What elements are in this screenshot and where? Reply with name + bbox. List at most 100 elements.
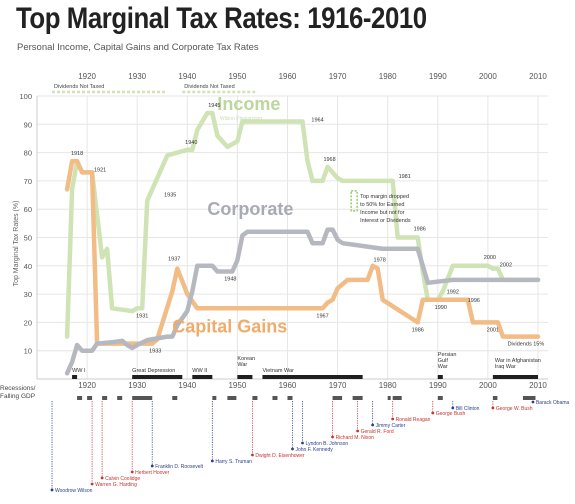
event-label: Vietnam War — [262, 368, 294, 374]
recession-bar — [392, 396, 402, 400]
president-marker-dot — [100, 476, 104, 480]
x-tick-label-bottom: 1930 — [128, 381, 146, 390]
recession-bar — [102, 396, 108, 400]
event-label: WW I — [72, 368, 86, 374]
y-tick-label: 100 — [19, 92, 32, 101]
president-marker-dot — [251, 453, 254, 457]
recession-bar — [252, 396, 258, 400]
x-tick-label-bottom: 1920 — [78, 381, 96, 390]
event-label: Korean — [237, 356, 255, 362]
x-tick-label-top: 1920 — [78, 72, 96, 81]
recession-bar — [332, 396, 343, 400]
president-label: George W. Bush — [496, 406, 533, 412]
y-tick-label: 60 — [24, 205, 32, 214]
point-annotation: 1986 — [414, 227, 426, 233]
president-label: Lyndon B. Johnson — [306, 441, 349, 447]
president-marker-dot — [90, 482, 94, 486]
recession-bar — [77, 396, 83, 400]
president-marker-dot — [356, 429, 360, 433]
recession-bar — [87, 396, 93, 400]
event-label: War in Afghanistan — [495, 358, 541, 364]
president-label: Ronald Reagan — [396, 417, 431, 423]
x-tick-label-bottom: 2000 — [479, 381, 497, 390]
president-label: Warren G. Harding — [95, 482, 137, 488]
president-marker-dot — [130, 470, 134, 474]
president-marker-dot — [391, 417, 395, 421]
president-label: Calvin Coolidge — [105, 476, 140, 482]
x-tick-label-top: 1940 — [178, 72, 196, 81]
event-bar — [437, 375, 443, 379]
x-tick-label-bottom: 1960 — [279, 381, 297, 390]
y-tick-label: 80 — [24, 149, 32, 158]
recession-bar — [117, 396, 123, 400]
note-line: Interest or Dividends — [360, 218, 411, 224]
x-tick-label-top: 1960 — [279, 72, 297, 81]
president-marker-dot — [150, 464, 154, 468]
president-label: Richard M. Nixon — [336, 435, 375, 441]
event-label: Persian — [438, 352, 457, 358]
point-annotation: 1918 — [71, 151, 83, 157]
president-label: Bill Clinton — [456, 406, 480, 412]
x-tick-label-bottom: 1970 — [329, 381, 347, 390]
x-tick-label-bottom: 1940 — [178, 381, 196, 390]
president-label: Woodrow Wilson — [55, 488, 93, 494]
president-marker-dot — [531, 400, 535, 404]
president-label: Jimmy Carter — [376, 423, 406, 429]
president-label: Barack Obama — [536, 400, 570, 406]
president-label: George Bush — [436, 411, 466, 417]
x-tick-label-bottom: 2010 — [529, 381, 547, 390]
event-bar — [192, 375, 213, 379]
note-line: to 50% for Earned — [360, 202, 404, 208]
point-annotation: 1968 — [323, 157, 335, 163]
x-tick-label-bottom: 1980 — [379, 381, 397, 390]
point-annotation: 2001 — [487, 327, 499, 333]
event-label: Iraq War — [495, 364, 516, 370]
president-label: Dwight D. Eisenhower — [255, 453, 305, 459]
president-label: Harry S. Truman — [215, 459, 252, 465]
point-annotation: 1967 — [316, 313, 328, 319]
event-label: Gulf — [438, 358, 449, 364]
note-line: Top margin dropped — [360, 194, 409, 200]
event-label: Great Depression — [132, 368, 175, 374]
president-marker-dot — [451, 406, 455, 410]
x-tick-label-top: 1930 — [128, 72, 146, 81]
point-annotation: 1964 — [311, 117, 323, 123]
recession-bar — [132, 396, 153, 400]
point-annotation: 1996 — [468, 298, 480, 304]
president-marker-dot — [50, 488, 54, 492]
recession-label: Falling GDP — [0, 393, 35, 400]
recession-bar — [272, 396, 278, 400]
point-annotation: 1921 — [94, 167, 106, 173]
president-marker-dot — [291, 447, 294, 451]
corporate-line — [64, 227, 541, 376]
point-annotation: 1931 — [136, 313, 148, 319]
event-bar — [492, 375, 538, 379]
point-annotation: 1981 — [399, 174, 411, 180]
point-annotation: 1937 — [168, 257, 180, 263]
recession-bar — [437, 396, 443, 400]
president-marker-dot — [371, 423, 375, 427]
president-label: Franklin D. Roosevelt — [155, 464, 203, 470]
point-annotation: 1940 — [185, 140, 197, 146]
point-annotation: Dividends 15% — [508, 342, 545, 348]
event-bar — [72, 375, 78, 379]
president-marker-dot — [301, 441, 304, 445]
recession-bar — [227, 396, 237, 400]
y-tick-label: 20 — [24, 318, 32, 327]
president-marker-dot — [431, 411, 435, 415]
income-series-label: Income — [217, 94, 280, 114]
note-line: Income but not for — [360, 210, 404, 216]
point-annotation: 1948 — [224, 276, 236, 282]
capital-gains-series-label: Capital Gains — [172, 316, 287, 336]
y-tick-label: 70 — [24, 177, 32, 186]
income-series-sublabel: Wilson Plagiarizing — [220, 116, 262, 122]
event-label: War — [237, 362, 247, 368]
x-tick-label-top: 2000 — [479, 72, 497, 81]
x-tick-label-bottom: 1990 — [429, 381, 447, 390]
y-tick-label: 10 — [24, 347, 32, 356]
y-tick-label: 40 — [24, 262, 32, 271]
point-annotation: 2000 — [484, 255, 496, 261]
event-label: WW II — [192, 368, 207, 374]
recession-bar — [172, 396, 178, 400]
dividends-label: Dividends Not Taxed — [184, 84, 234, 90]
